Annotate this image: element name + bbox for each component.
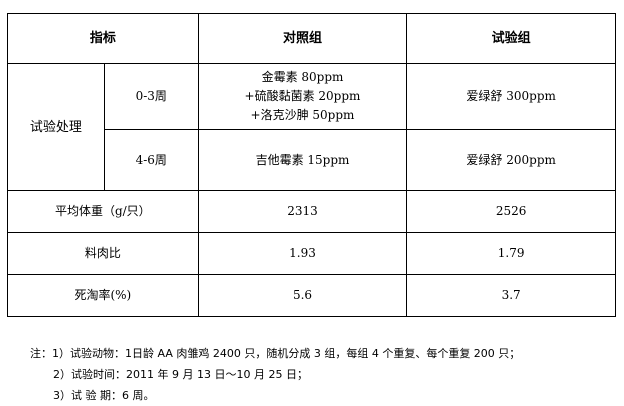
period: 0-3周 [103,63,199,130]
period: 4-6周 [103,129,199,191]
header-indicator: 指标 [7,13,199,64]
table-row: 平均体重（g/只） 2313 2526 [7,190,616,233]
control-line: +硫酸黏菌素 20ppm [244,89,361,103]
table-row: 4-6周 吉他霉素 15ppm 爱绿舒 200ppm [8,129,616,191]
note-2: 2）试验时间：2011 年 9 月 13 日～10 月 25 日； [53,368,308,381]
control-treatment: 吉他霉素 15ppm [197,129,408,191]
control-value: 2313 [197,190,408,233]
trial-treatment: 爱绿舒 300ppm [406,63,616,130]
results-table: 指标 对照组 试验组 试验处理 0-3周 金霉素 80ppm +硫酸黏菌素 20… [7,13,616,317]
metric-label: 死淘率(%) [7,274,199,317]
metric-label: 平均体重（g/只） [7,190,199,233]
metric-label: 料肉比 [7,232,199,275]
table-row: 料肉比 1.93 1.79 [7,232,616,275]
control-value: 1.93 [197,232,408,275]
trial-value: 3.7 [406,274,616,317]
note-3: 3）试 验 期：6 周。 [53,389,155,402]
table-row: 试验处理 0-3周 金霉素 80ppm +硫酸黏菌素 20ppm +洛克沙胂 5… [7,63,616,191]
note-1: 注：1）试验动物：1日龄 AA 肉雏鸡 2400 只，随机分成 3 组，每组 4… [30,347,521,360]
header-control: 对照组 [197,13,408,64]
notes: 注：1）试验动物：1日龄 AA 肉雏鸡 2400 只，随机分成 3 组，每组 4… [30,343,520,406]
control-line: 金霉素 80ppm [261,70,344,84]
trial-value: 1.79 [406,232,616,275]
control-line: +洛克沙胂 50ppm [250,108,355,122]
control-value: 5.6 [197,274,408,317]
trial-treatment: 爱绿舒 200ppm [406,129,616,191]
trial-value: 2526 [406,190,616,233]
treatment-label: 试验处理 [7,63,105,191]
control-treatment: 金霉素 80ppm +硫酸黏菌素 20ppm +洛克沙胂 50ppm [197,63,408,130]
header-row: 指标 对照组 试验组 [7,13,616,64]
header-trial: 试验组 [406,13,616,64]
table-row: 死淘率(%) 5.6 3.7 [7,274,616,317]
